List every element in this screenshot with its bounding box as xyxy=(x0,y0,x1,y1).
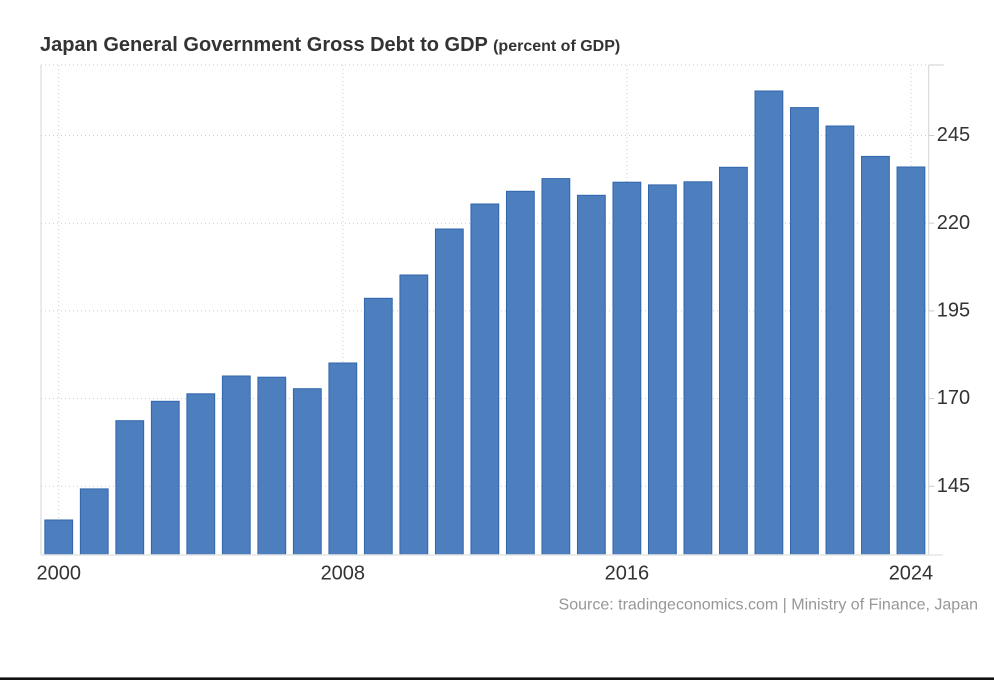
svg-text:245: 245 xyxy=(937,124,970,146)
svg-text:170: 170 xyxy=(937,387,970,409)
svg-text:Japan General Government Gross: Japan General Government Gross Debt to G… xyxy=(40,34,620,56)
svg-text:145: 145 xyxy=(937,475,970,497)
svg-text:Source: tradingeconomics.com |: Source: tradingeconomics.com | Ministry … xyxy=(559,597,978,614)
svg-text:2016: 2016 xyxy=(605,562,650,584)
svg-text:220: 220 xyxy=(937,212,970,234)
svg-text:2000: 2000 xyxy=(37,562,82,584)
svg-text:2008: 2008 xyxy=(321,562,366,584)
svg-text:195: 195 xyxy=(937,300,970,322)
svg-text:2024: 2024 xyxy=(889,562,934,584)
